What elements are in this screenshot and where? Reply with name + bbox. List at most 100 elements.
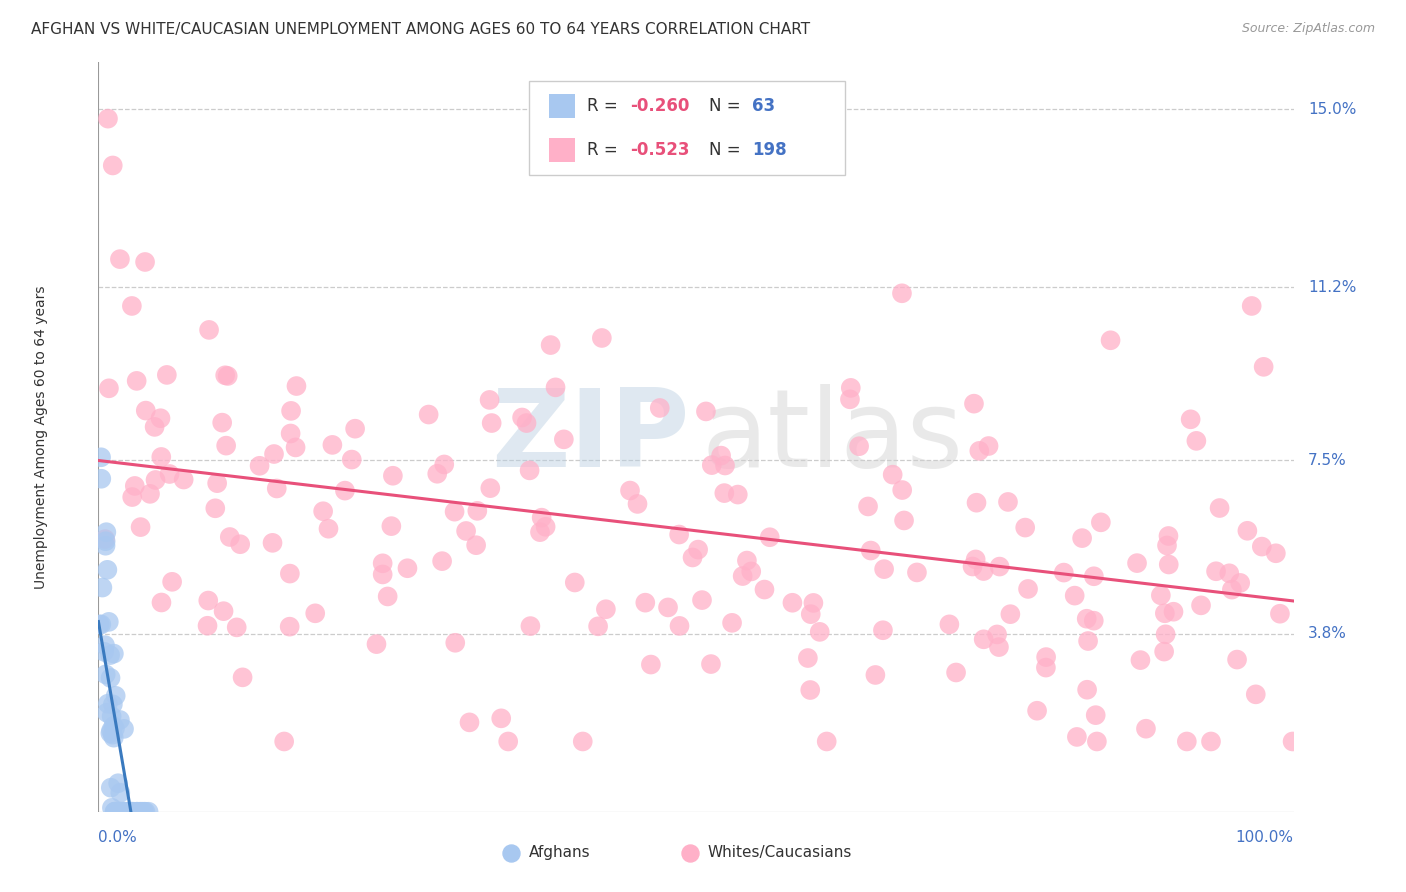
Point: [962, 559, 984, 574]
Point: [156, 368, 179, 382]
Point: [108, 805, 131, 819]
Point: [1229, 575, 1251, 590]
Point: [657, 600, 679, 615]
Point: [96, 563, 118, 577]
Point: [1063, 589, 1085, 603]
Point: [94, 539, 117, 553]
Point: [489, 711, 512, 725]
Point: [344, 422, 367, 436]
Point: [212, 604, 235, 618]
Point: [134, 255, 156, 269]
Point: [105, 805, 128, 819]
Point: [465, 538, 488, 552]
Point: [1154, 627, 1177, 641]
Point: [619, 483, 641, 498]
Point: [782, 596, 804, 610]
Point: [418, 408, 440, 422]
Point: [117, 805, 139, 819]
Point: [105, 805, 128, 819]
Point: [218, 530, 240, 544]
Point: [312, 504, 335, 518]
Point: [90, 617, 112, 632]
Point: [104, 805, 127, 819]
Point: [150, 595, 173, 609]
Point: [564, 575, 586, 590]
Point: [1150, 588, 1173, 602]
Point: [103, 805, 125, 819]
Text: Afghans: Afghans: [529, 846, 591, 861]
Point: [377, 590, 399, 604]
Point: [839, 381, 862, 395]
Point: [1189, 599, 1212, 613]
Point: [515, 416, 537, 430]
Point: [713, 486, 735, 500]
Point: [110, 786, 132, 800]
Text: 63: 63: [752, 97, 775, 115]
Point: [1180, 412, 1202, 426]
Point: [891, 286, 914, 301]
Point: [100, 709, 122, 723]
Point: [381, 468, 404, 483]
Point: [1126, 556, 1149, 570]
Point: [97, 697, 120, 711]
Point: [284, 441, 307, 455]
Point: [988, 559, 1011, 574]
Point: [443, 505, 465, 519]
Point: [873, 562, 896, 576]
Point: [544, 380, 567, 394]
Point: [1153, 644, 1175, 658]
Point: [1035, 660, 1057, 674]
Text: R =: R =: [588, 141, 623, 159]
Point: [112, 805, 135, 819]
Point: [100, 780, 122, 795]
Point: [1244, 687, 1267, 701]
Point: [127, 805, 149, 819]
Point: [108, 252, 131, 266]
Bar: [548, 94, 575, 118]
Point: [125, 374, 148, 388]
Point: [114, 805, 136, 819]
Point: [100, 723, 122, 738]
Point: [1076, 612, 1098, 626]
Point: [1090, 516, 1112, 530]
Point: [553, 433, 575, 447]
Point: [215, 439, 238, 453]
Point: [94, 534, 117, 549]
Text: 3.8%: 3.8%: [1308, 626, 1347, 641]
Point: [214, 368, 236, 383]
Point: [138, 805, 160, 819]
Point: [1083, 614, 1105, 628]
Text: 7.5%: 7.5%: [1308, 453, 1347, 468]
Text: N =: N =: [709, 97, 747, 115]
Point: [280, 404, 302, 418]
Point: [714, 458, 737, 473]
Point: [366, 637, 388, 651]
Point: [125, 805, 148, 819]
Point: [249, 458, 271, 473]
Point: [1268, 607, 1291, 621]
Point: [695, 404, 717, 418]
Point: [108, 805, 131, 819]
Point: [205, 476, 228, 491]
Point: [107, 805, 129, 819]
Point: [1199, 734, 1222, 748]
Text: AFGHAN VS WHITE/CAUCASIAN UNEMPLOYMENT AMONG AGES 60 TO 64 YEARS CORRELATION CHA: AFGHAN VS WHITE/CAUCASIAN UNEMPLOYMENT A…: [31, 22, 810, 37]
Point: [865, 668, 887, 682]
Text: -0.523: -0.523: [630, 141, 690, 159]
Point: [104, 722, 127, 736]
Text: 0.0%: 0.0%: [98, 830, 138, 846]
Point: [122, 805, 145, 819]
Point: [232, 670, 254, 684]
Point: [1071, 531, 1094, 545]
Point: [1076, 682, 1098, 697]
Point: [94, 532, 117, 546]
Point: [700, 458, 723, 472]
Point: [872, 624, 894, 638]
Point: [1236, 524, 1258, 538]
Point: [101, 158, 124, 172]
Point: [529, 525, 551, 540]
Point: [891, 483, 914, 497]
Point: [1175, 734, 1198, 748]
Point: [571, 734, 593, 748]
Point: [690, 593, 713, 607]
